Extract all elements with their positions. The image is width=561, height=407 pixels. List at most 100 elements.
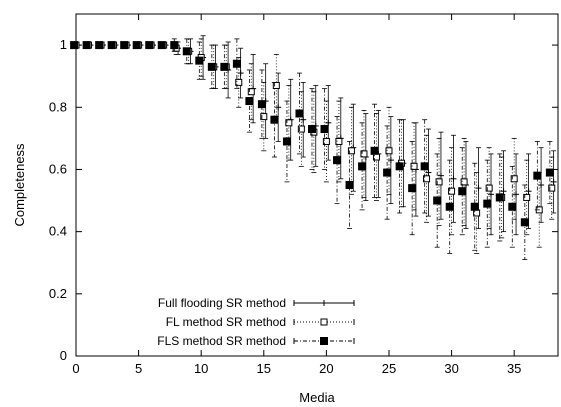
data-point <box>470 162 479 251</box>
point-marker <box>297 125 305 133</box>
legend-label: FL method SR method <box>166 315 286 329</box>
data-point <box>333 116 342 205</box>
x-tick-label: 30 <box>444 361 458 376</box>
point-marker <box>458 187 467 196</box>
data-point <box>237 47 244 99</box>
series-2 <box>72 38 556 254</box>
point-marker <box>260 113 268 121</box>
point-marker <box>548 184 556 192</box>
point-marker <box>295 109 304 118</box>
point-marker <box>523 193 531 201</box>
data-point <box>523 159 531 236</box>
point-marker <box>383 168 392 177</box>
point-marker <box>95 41 104 50</box>
data-point <box>300 82 307 158</box>
point-marker <box>533 171 542 180</box>
point-marker <box>488 191 495 198</box>
point-marker <box>285 119 293 127</box>
data-point <box>360 109 368 198</box>
y-tick-label: 0 <box>60 348 67 363</box>
point-marker <box>425 169 432 176</box>
y-axis-label: Completeness <box>12 143 27 227</box>
data-point <box>485 147 493 229</box>
data-point <box>510 137 518 220</box>
point-marker <box>132 41 141 50</box>
data-point <box>358 122 367 211</box>
data-point <box>307 88 316 170</box>
x-tick-label: 5 <box>135 361 142 376</box>
point-marker <box>387 157 394 164</box>
point-marker <box>410 162 418 170</box>
data-point <box>145 41 154 50</box>
x-tick-label: 25 <box>382 361 396 376</box>
point-marker <box>247 88 255 96</box>
point-marker <box>195 56 204 65</box>
point-marker <box>450 175 457 182</box>
data-point <box>387 116 394 205</box>
data-point <box>285 85 293 161</box>
point-marker <box>70 41 79 50</box>
legend-label: FLS method SR method <box>157 334 286 348</box>
point-marker <box>420 162 429 171</box>
point-marker <box>360 150 368 158</box>
point-marker <box>470 202 479 211</box>
data-point <box>495 153 504 242</box>
point-marker <box>322 137 330 145</box>
point-marker <box>335 137 343 145</box>
data-point <box>195 41 204 80</box>
data-point <box>247 63 255 121</box>
x-tick-label: 15 <box>257 361 271 376</box>
data-point <box>370 103 379 198</box>
data-point <box>520 184 529 261</box>
y-tick-label: 0.2 <box>49 286 67 301</box>
data-point <box>420 119 429 214</box>
point-marker <box>358 162 367 171</box>
point-marker <box>245 97 254 106</box>
point-marker <box>320 125 329 134</box>
data-point <box>232 38 241 90</box>
point-marker <box>445 202 454 211</box>
data-point <box>550 150 557 214</box>
point-marker <box>220 62 229 71</box>
data-point <box>120 41 129 50</box>
x-tick-label: 0 <box>72 361 79 376</box>
point-marker <box>408 184 417 193</box>
data-point <box>295 72 304 155</box>
data-point <box>545 141 554 205</box>
data-point <box>425 128 432 217</box>
point-marker <box>182 47 191 56</box>
point-marker <box>235 78 243 86</box>
data-point <box>282 100 291 183</box>
point-marker <box>395 162 404 171</box>
data-point <box>408 141 417 236</box>
data-point <box>383 125 392 220</box>
point-marker <box>520 218 529 227</box>
data-point <box>508 165 517 248</box>
y-tick-label: 1 <box>60 37 67 52</box>
point-marker <box>307 125 316 134</box>
legend-item: Full flooding SR method <box>158 296 355 310</box>
point-marker <box>270 115 279 124</box>
legend-label: Full flooding SR method <box>158 296 286 310</box>
data-point <box>483 159 492 248</box>
point-marker <box>495 193 504 202</box>
point-marker <box>282 137 291 146</box>
data-point <box>410 122 418 211</box>
data-point <box>270 82 279 158</box>
point-marker <box>345 181 354 189</box>
point-marker <box>145 41 154 50</box>
data-point <box>220 44 229 90</box>
legend: Full flooding SR method FL method SR meth… <box>157 296 355 348</box>
data-point <box>207 44 216 90</box>
data-point <box>458 147 467 236</box>
point-marker <box>333 156 342 165</box>
point-marker <box>232 59 241 68</box>
data-point <box>95 41 104 50</box>
legend-item: FLS method SR method <box>157 334 355 348</box>
legend-marker <box>321 300 327 306</box>
data-point <box>82 41 91 50</box>
x-axis-label: Media <box>299 390 335 405</box>
data-point <box>157 41 166 50</box>
x-tick-label: 10 <box>194 361 208 376</box>
